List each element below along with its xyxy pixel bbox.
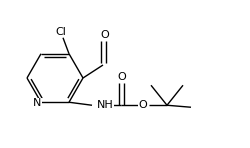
- Text: O: O: [138, 100, 147, 110]
- Text: Cl: Cl: [56, 27, 66, 37]
- Text: O: O: [118, 72, 126, 82]
- Text: NH: NH: [97, 100, 114, 110]
- Text: O: O: [100, 30, 110, 40]
- Text: N: N: [33, 98, 41, 108]
